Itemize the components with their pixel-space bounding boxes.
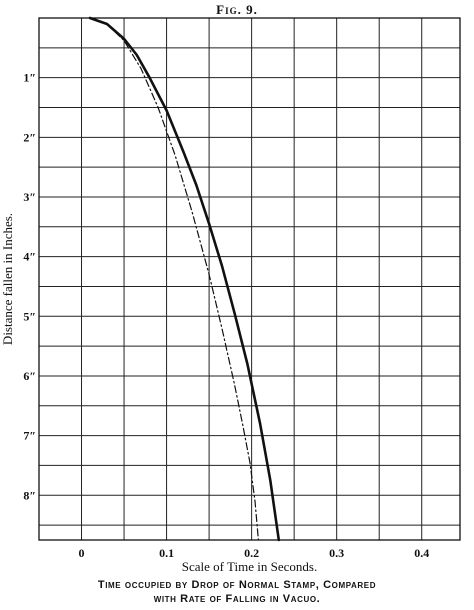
figure-caption: Time occupied by Drop of Normal Stamp, C… [0, 578, 474, 606]
series-layer [88, 16, 281, 542]
x-tick-labels: 0 0.1 0.2 0.3 0.4 [79, 546, 430, 560]
x-tick-label: 0 [79, 546, 85, 560]
caption-line-2: with Rate of Falling in Vacuo. [153, 593, 321, 605]
y-tick-label: 5″ [23, 309, 36, 323]
y-tick-label: 2″ [23, 130, 36, 144]
chart: 0 0.1 0.2 0.3 0.4 1″ 2″ 3″ 4″ 5″ 6″ 7″ 8″ Scale of … [0, 16, 461, 574]
y-tick-label: 7″ [23, 429, 36, 443]
y-tick-labels: 1″ 2″ 3″ 4″ 5″ 6″ 7″ 8″ [23, 71, 36, 503]
plot-border [38, 17, 461, 541]
y-tick-label: 4″ [23, 250, 36, 264]
x-tick-label: 0.4 [414, 546, 429, 560]
y-tick-label: 6″ [23, 369, 36, 383]
y-axis-label: Distance fallen in Inches. [0, 213, 15, 345]
grid [39, 18, 460, 540]
x-tick-label: 0.1 [159, 546, 174, 560]
series-line-dash-dot [89, 17, 259, 541]
y-tick-label: 1″ [23, 71, 36, 85]
x-tick-label: 0.3 [329, 546, 344, 560]
series-line-solid [88, 16, 281, 542]
caption-line-1: Time occupied by Drop of Normal Stamp, C… [97, 579, 377, 591]
x-axis-label: Scale of Time in Seconds. [182, 559, 317, 574]
figure-title: Fig. 9. [216, 2, 258, 17]
y-tick-label: 8″ [23, 488, 36, 502]
x-tick-label: 0.2 [244, 546, 259, 560]
y-tick-label: 3″ [23, 190, 36, 204]
